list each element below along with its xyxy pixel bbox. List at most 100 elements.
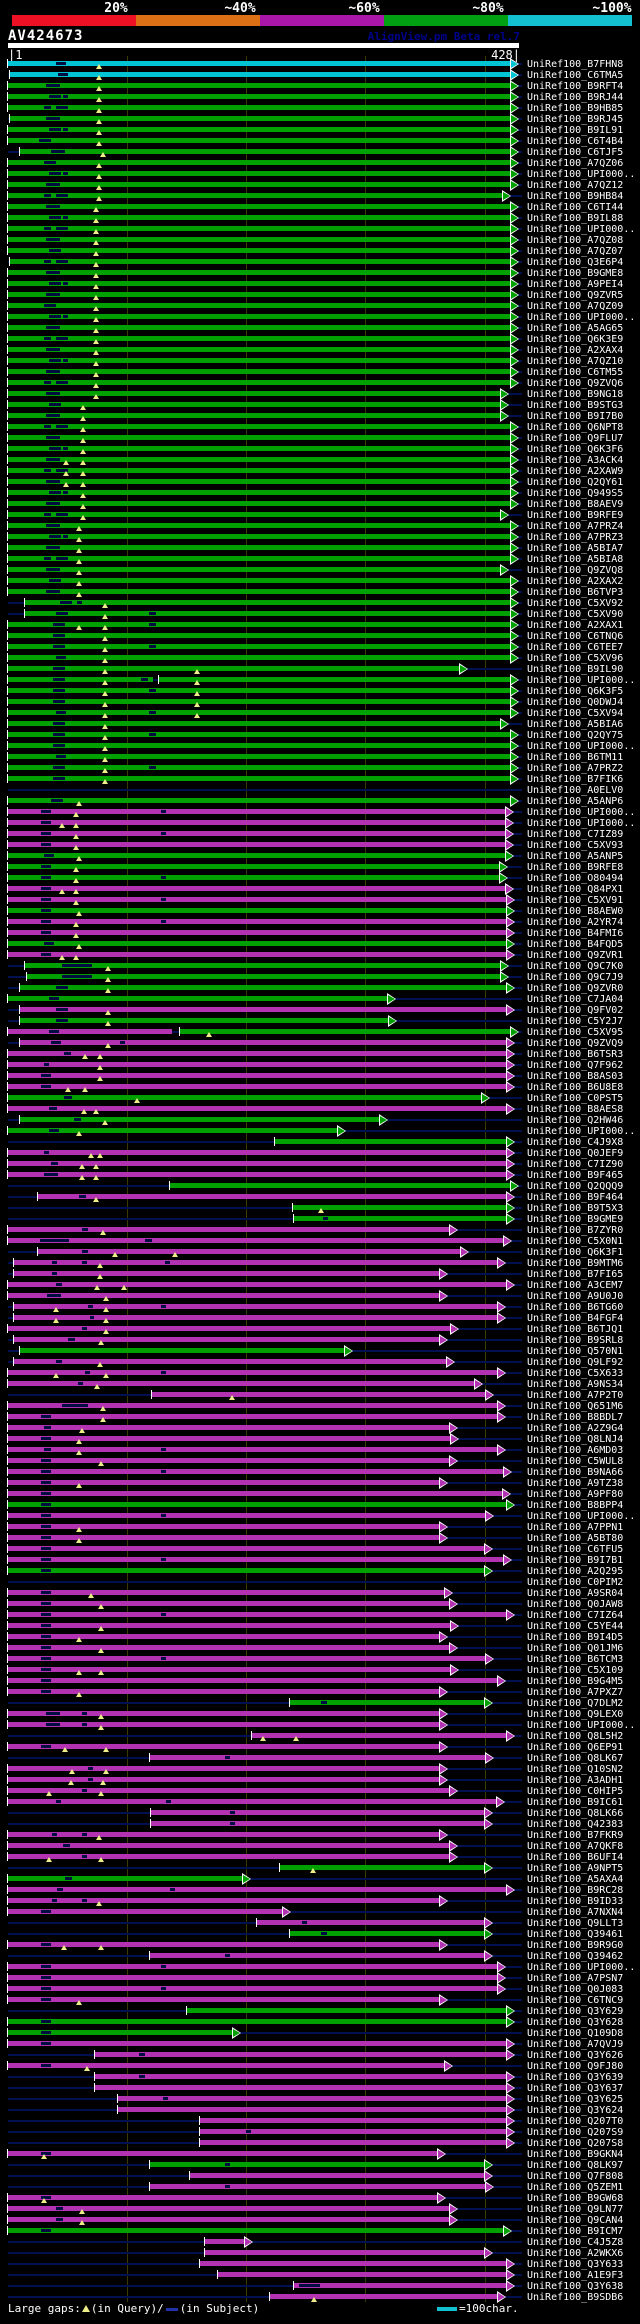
hit-arrow[interactable]: [447, 1357, 454, 1366]
alignment-bar[interactable]: [8, 314, 512, 319]
hit-label[interactable]: UniRef100_Q10SN2: [527, 1763, 624, 1775]
alignment-bar[interactable]: [275, 1139, 509, 1144]
hit-arrow[interactable]: [497, 1797, 504, 1806]
hit-label[interactable]: UniRef100_B9RFE9: [527, 509, 624, 521]
hit-arrow[interactable]: [507, 1731, 514, 1740]
alignment-bar[interactable]: [20, 1007, 509, 1012]
hit-label[interactable]: UniRef100_C6TJF5: [527, 146, 624, 158]
alignment-bar[interactable]: [8, 1788, 451, 1793]
alignment-bar[interactable]: [95, 2074, 508, 2079]
hit-label[interactable]: UniRef100_B8BDL7: [527, 1411, 624, 1423]
hit-label[interactable]: UniRef100_B6TVP3: [527, 586, 624, 598]
hit-arrow[interactable]: [507, 939, 514, 948]
hit-arrow[interactable]: [511, 653, 518, 662]
hit-label[interactable]: UniRef100_Q6NPT8: [527, 421, 624, 433]
hit-arrow[interactable]: [507, 1610, 514, 1619]
hit-label[interactable]: UniRef100_B6U8E8: [527, 1081, 624, 1093]
hit-label[interactable]: UniRef100_B9STG3: [527, 399, 624, 411]
hit-arrow[interactable]: [511, 378, 518, 387]
alignment-bar[interactable]: [27, 974, 502, 979]
hit-label[interactable]: UniRef100_A9SR04: [527, 1587, 624, 1599]
alignment-bar[interactable]: [20, 985, 509, 990]
hit-arrow[interactable]: [498, 1313, 505, 1322]
alignment-bar[interactable]: [8, 1667, 452, 1672]
alignment-bar[interactable]: [8, 1898, 441, 1903]
hit-label[interactable]: UniRef100_A7NXN4: [527, 1906, 624, 1918]
hit-label[interactable]: UniRef100_A7QZ06: [527, 157, 624, 169]
hit-arrow[interactable]: [507, 895, 514, 904]
alignment-bar[interactable]: [190, 2173, 485, 2178]
hit-arrow[interactable]: [498, 1445, 505, 1454]
hit-arrow[interactable]: [511, 202, 518, 211]
hit-arrow[interactable]: [440, 1709, 447, 1718]
alignment-bar[interactable]: [8, 1832, 441, 1837]
hit-label[interactable]: UniRef100_Q7F808: [527, 2170, 624, 2182]
hit-arrow[interactable]: [507, 1137, 514, 1146]
hit-arrow[interactable]: [507, 2017, 514, 2026]
alignment-bar[interactable]: [200, 2129, 509, 2134]
hit-label[interactable]: UniRef100_C6TM55: [527, 366, 624, 378]
alignment-bar[interactable]: [8, 1656, 487, 1661]
hit-arrow[interactable]: [511, 686, 518, 695]
hit-arrow[interactable]: [507, 1214, 514, 1223]
hit-label[interactable]: UniRef100_A1E9F3: [527, 2269, 624, 2281]
alignment-bar[interactable]: [14, 1315, 499, 1320]
alignment-bar[interactable]: [8, 688, 512, 693]
alignment-bar[interactable]: [152, 1392, 487, 1397]
hit-arrow[interactable]: [511, 609, 518, 618]
hit-label[interactable]: UniRef100_B9GW68: [527, 2192, 624, 2204]
hit-arrow[interactable]: [507, 2094, 514, 2103]
hit-label[interactable]: UniRef100_C5X109: [527, 1664, 624, 1676]
hit-label[interactable]: UniRef100_Q9FLU7: [527, 432, 624, 444]
alignment-bar[interactable]: [38, 1249, 462, 1254]
hit-label[interactable]: UniRef100_A5BIA6: [527, 718, 624, 730]
hit-label[interactable]: UniRef100_B9ICM7: [527, 2225, 624, 2237]
alignment-bar[interactable]: [257, 1920, 486, 1925]
hit-label[interactable]: UniRef100_C5XV93: [527, 839, 624, 851]
alignment-bar[interactable]: [8, 1029, 172, 1034]
hit-arrow[interactable]: [498, 1962, 505, 1971]
alignment-bar[interactable]: [8, 204, 512, 209]
alignment-bar[interactable]: [20, 1018, 391, 1023]
hit-label[interactable]: UniRef100_Q39461: [527, 1928, 624, 1940]
hit-arrow[interactable]: [504, 2226, 511, 2235]
hit-label[interactable]: UniRef100_B9GKN4: [527, 2148, 624, 2160]
hit-arrow[interactable]: [485, 1698, 492, 1707]
hit-label[interactable]: UniRef100_B6TCM3: [527, 1653, 624, 1665]
hit-label[interactable]: UniRef100_Q01JM6: [527, 1642, 624, 1654]
alignment-bar[interactable]: [8, 1150, 508, 1155]
hit-arrow[interactable]: [507, 2050, 514, 2059]
hit-arrow[interactable]: [511, 235, 518, 244]
alignment-bar[interactable]: [187, 2008, 509, 2013]
alignment-bar[interactable]: [8, 765, 512, 770]
alignment-bar[interactable]: [8, 1997, 441, 2002]
alignment-bar[interactable]: [8, 930, 508, 935]
hit-arrow[interactable]: [507, 2039, 514, 2048]
hit-label[interactable]: UniRef100_Q9FV02: [527, 1004, 624, 1016]
alignment-bar[interactable]: [170, 1183, 512, 1188]
hit-label[interactable]: UniRef100_B4FMI6: [527, 927, 624, 939]
hit-arrow[interactable]: [450, 1841, 457, 1850]
hit-label[interactable]: UniRef100_Q9FJ80: [527, 2060, 624, 2072]
hit-arrow[interactable]: [450, 1599, 457, 1608]
hit-arrow[interactable]: [461, 1247, 468, 1256]
alignment-bar[interactable]: [8, 1590, 446, 1595]
hit-arrow[interactable]: [511, 422, 518, 431]
alignment-bar[interactable]: [8, 2063, 446, 2068]
alignment-bar[interactable]: [8, 2228, 505, 2233]
hit-arrow[interactable]: [507, 1203, 514, 1212]
hit-arrow[interactable]: [511, 774, 518, 783]
hit-label[interactable]: UniRef100_Q3Y639: [527, 2071, 624, 2083]
hit-label[interactable]: UniRef100_A7P2T0: [527, 1389, 624, 1401]
hit-label[interactable]: UniRef100_UPI000..: [527, 1719, 636, 1731]
hit-arrow[interactable]: [507, 917, 514, 926]
hit-arrow[interactable]: [507, 1071, 514, 1080]
hit-arrow[interactable]: [440, 1335, 447, 1344]
hit-label[interactable]: UniRef100_Q651M6: [527, 1400, 624, 1412]
hit-label[interactable]: UniRef100_B9SDB6: [527, 2291, 624, 2303]
alignment-bar[interactable]: [8, 468, 512, 473]
alignment-bar[interactable]: [8, 193, 504, 198]
hit-label[interactable]: UniRef100_A5AG65: [527, 322, 624, 334]
hit-arrow[interactable]: [507, 906, 514, 915]
hit-label[interactable]: UniRef100_Q8LNJ4: [527, 1433, 624, 1445]
